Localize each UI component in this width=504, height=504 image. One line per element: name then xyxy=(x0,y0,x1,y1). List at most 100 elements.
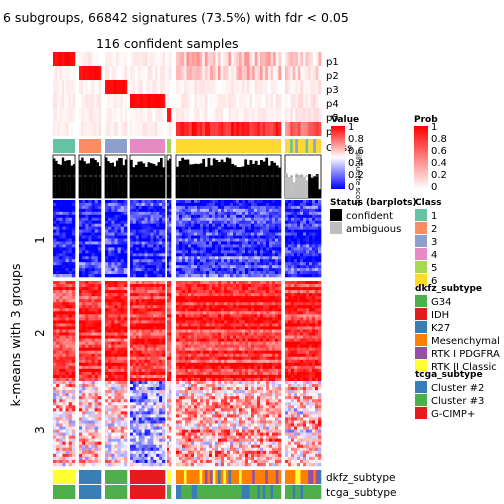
heatmap-cell xyxy=(120,284,125,288)
heatmap-cell xyxy=(197,332,201,336)
silhouette-bar xyxy=(66,160,69,198)
prob-cell xyxy=(68,52,71,66)
heatmap-cell xyxy=(108,350,112,355)
heatmap-cell xyxy=(263,256,267,260)
heatmap-cell xyxy=(224,244,228,248)
heatmap-cell xyxy=(159,208,163,213)
heatmap-cell xyxy=(230,359,234,364)
heatmap-cell xyxy=(147,256,151,260)
heatmap-cell xyxy=(188,202,192,207)
heatmap-cell xyxy=(108,329,112,333)
heatmap-cell xyxy=(197,347,201,351)
heatmap-cell xyxy=(150,308,154,312)
heatmap-cell xyxy=(230,226,234,230)
heatmap-cell xyxy=(248,353,252,358)
heatmap-cell xyxy=(159,205,163,210)
prob-cell xyxy=(90,80,93,94)
heatmap-cell xyxy=(275,353,279,358)
silhouette-bar xyxy=(116,160,119,198)
heatmap-cell xyxy=(123,229,128,233)
prob-cell xyxy=(55,80,58,94)
heatmap-cell xyxy=(203,281,207,285)
heatmap-cell xyxy=(123,244,128,248)
heatmap-cell xyxy=(182,214,186,219)
heatmap-cell xyxy=(194,362,198,367)
heatmap-cell xyxy=(111,241,115,245)
heatmap-cell xyxy=(62,235,66,239)
silhouette-bar xyxy=(275,165,279,198)
heatmap-cell xyxy=(123,332,128,336)
prob-cell xyxy=(308,108,312,122)
heatmap-cell xyxy=(117,341,122,345)
heatmap-cell xyxy=(212,253,216,257)
heatmap-cell xyxy=(239,208,243,213)
heatmap-cell xyxy=(162,214,166,219)
heatmap-cell xyxy=(266,244,270,248)
heatmap-cell xyxy=(200,262,204,266)
heatmap-cell xyxy=(312,226,316,230)
heatmap-cell xyxy=(224,314,228,318)
heatmap-cell xyxy=(272,259,276,263)
silhouette-bar xyxy=(79,160,82,198)
heatmap-cell xyxy=(309,250,313,254)
prob-cell xyxy=(199,52,203,66)
heatmap-cell xyxy=(97,259,102,263)
heatmap-cell xyxy=(251,268,255,272)
heatmap-cell xyxy=(111,347,115,351)
prob-cell xyxy=(210,66,214,80)
heatmap-cell xyxy=(169,223,172,227)
heatmap-cell xyxy=(85,341,89,345)
heatmap-cell xyxy=(288,235,292,239)
heatmap-cell xyxy=(176,208,180,213)
heatmap-cell xyxy=(105,326,109,330)
heatmap-cell xyxy=(318,200,322,204)
prob-cell xyxy=(318,52,322,66)
heatmap-cell xyxy=(224,235,228,239)
heatmap-cell xyxy=(303,274,307,278)
silhouette-bar xyxy=(285,172,288,198)
heatmap-cell xyxy=(68,259,73,263)
heatmap-cell xyxy=(197,238,201,242)
heatmap-cell xyxy=(88,247,92,251)
prob-cell xyxy=(199,66,203,80)
heatmap-cell xyxy=(260,311,264,315)
heatmap-cell xyxy=(135,274,140,278)
heatmap-cell xyxy=(212,274,216,278)
heatmap-cell xyxy=(94,281,99,285)
prob-cell xyxy=(53,94,56,108)
heatmap-cell xyxy=(215,296,219,300)
heatmap-cell xyxy=(156,274,160,278)
silhouette-bar xyxy=(109,162,112,198)
heatmap-cell xyxy=(153,256,157,260)
heatmap-cell xyxy=(159,211,163,216)
heatmap-cell xyxy=(221,274,225,278)
prob-cell xyxy=(92,94,95,108)
heatmap-cell xyxy=(130,238,134,242)
heatmap-cell xyxy=(254,211,258,216)
heatmap-cell xyxy=(285,211,289,216)
heatmap-cell xyxy=(56,244,60,248)
heatmap-cell xyxy=(59,377,63,382)
heatmap-cell xyxy=(111,293,115,297)
heatmap-cell xyxy=(120,208,125,213)
heatmap-cell xyxy=(94,359,99,364)
heatmap-cell xyxy=(53,323,57,327)
heatmap-cell xyxy=(275,271,279,275)
heatmap-cell xyxy=(105,332,109,336)
heatmap-cell xyxy=(251,356,255,361)
heatmap-cell xyxy=(266,311,270,315)
heatmap-cell xyxy=(88,362,92,367)
heatmap-cell xyxy=(297,226,301,230)
heatmap-cell xyxy=(254,202,258,207)
heatmap-cell xyxy=(130,308,134,312)
heatmap-cell xyxy=(53,368,57,373)
prob-cell xyxy=(79,80,82,94)
heatmap-cell xyxy=(272,338,276,342)
heatmap-cell xyxy=(114,220,118,224)
prob-cell xyxy=(267,52,271,66)
prob-cell xyxy=(310,80,314,94)
heatmap-cell xyxy=(114,256,118,260)
prob-cell xyxy=(300,80,304,94)
prob-cell xyxy=(290,94,294,108)
heatmap-cell xyxy=(266,302,270,306)
